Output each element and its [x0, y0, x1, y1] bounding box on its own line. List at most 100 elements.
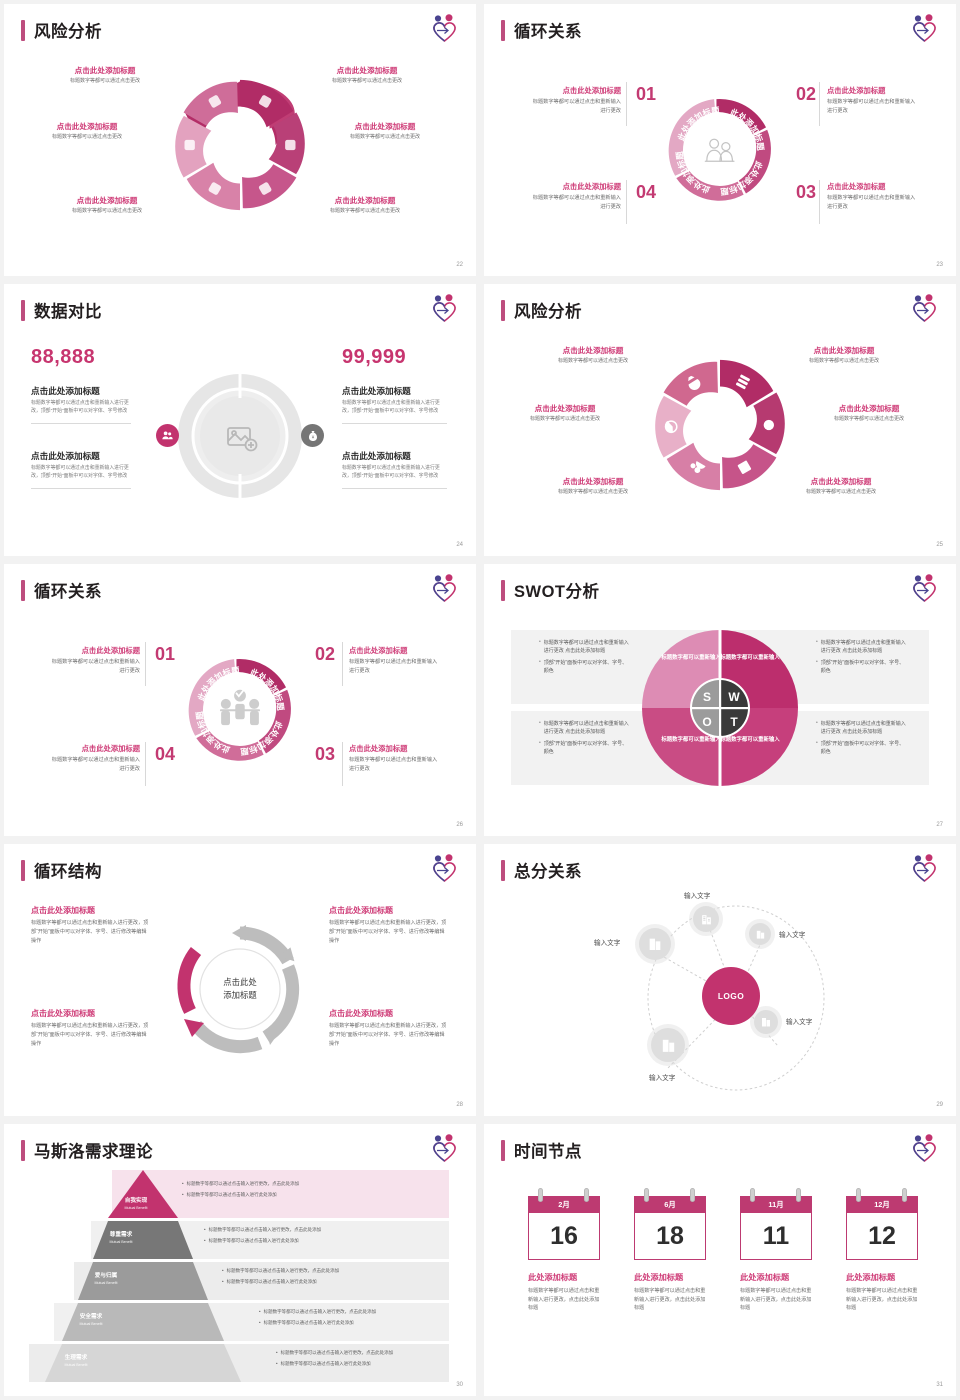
hex-label-3[interactable]: 点击此处添加标题 标题数字等都可以通过点击更改: [349, 122, 420, 140]
divider: [342, 422, 447, 424]
cycle-text-01[interactable]: 点击此处添加标题 标题数字等都可以通过点击和重新输入进行更改: [51, 646, 140, 674]
divider: [31, 487, 131, 489]
svg-text:此处添加标题: 此处添加标题: [674, 150, 711, 195]
swot-quadrant-o-text: 标题数字都可以重新输入: [661, 737, 721, 743]
spoke-node-3[interactable]: [754, 1010, 778, 1034]
calendar-ring-icon: [644, 1188, 649, 1202]
divider: [342, 742, 343, 786]
cycle-text-02[interactable]: 点击此处添加标题 标题数字等都可以通过点击和重新输入进行更改: [827, 86, 916, 114]
slide-swot[interactable]: SWOT分析 S W O T 标题数字都可以: [484, 564, 956, 836]
hex-label-5[interactable]: 点击此处添加标题 标题数字等都可以通过点击更改: [805, 477, 876, 495]
svg-text:此处添加标题: 此处添加标题: [194, 710, 231, 755]
bullet-icon: •: [276, 1360, 278, 1366]
cycle-text-04[interactable]: 点击此处添加标题 标题数字等都可以通过点击和重新输入进行更改: [51, 744, 140, 772]
swot-bullets-2[interactable]: • 标题数字等都可以通过点击和重新输入进行更改 点击此处添加标题 • 顶部“开始”面…: [539, 720, 629, 756]
cycle-number-03: 03: [315, 744, 336, 764]
bullet-icon: •: [259, 1319, 261, 1325]
building-icon: [762, 1018, 770, 1027]
slide-cycle-relation-2[interactable]: 循环关系: [4, 564, 476, 836]
family-heart-logo: [433, 14, 456, 43]
bullet-icon: •: [539, 659, 541, 666]
left-block-0[interactable]: 点击此处添加标题 标题数字等都可以通过点击和重新输入进行更改，顶部“开始”面板中…: [31, 385, 131, 424]
cycle-structure-block-1[interactable]: 点击此处添加标题 标题数字等都可以通过点击和重新输入进行更改，顶部“开始”面板中…: [329, 906, 447, 944]
timeline-item-3[interactable]: 12月 12 此处添加标题 标题数字等都可以通过点击和重新输入进行更改，点击此处…: [846, 1188, 918, 1313]
spoke-node-2[interactable]: [639, 928, 671, 960]
cycle-text-01[interactable]: 点击此处添加标题 标题数字等都可以通过点击和重新输入进行更改: [532, 86, 621, 114]
hex-label-2[interactable]: 点击此处添加标题 标题数字等都可以通过点击更改: [51, 122, 122, 140]
maslow-bullets-0[interactable]: • 标题数字等都可以通过点击输入进行更改，点击此处添加 • 标题数字等都可以通过点击…: [182, 1181, 300, 1197]
slide-cycle-relation-1[interactable]: 循环关系: [484, 4, 956, 276]
cycle-text-04[interactable]: 点击此处添加标题 标题数字等都可以通过点击和重新输入进行更改: [532, 182, 621, 210]
hex-label-4[interactable]: 点击此处添加标题 标题数字等都可以通过点击更改: [71, 196, 142, 214]
timeline-item-2[interactable]: 11月 11 此处添加标题 标题数字等都可以通过点击和重新输入进行更改，点击此处…: [740, 1188, 812, 1313]
svg-text:此处添加标题: 此处添加标题: [719, 160, 764, 197]
hex-label-3[interactable]: 点击此处添加标题 标题数字等都可以通过点击更改: [833, 404, 904, 422]
hex-label-1[interactable]: 点击此处添加标题 标题数字等都可以通过点击更改: [331, 66, 402, 84]
spoke-label-2: 输入文字: [594, 940, 621, 947]
left-block-1[interactable]: 点击此处添加标题 标题数字等都可以通过点击和重新输入进行更改，顶部“开始”面板中…: [31, 450, 131, 489]
cycle-text-03[interactable]: 点击此处添加标题 标题数字等都可以通过点击和重新输入进行更改: [349, 744, 438, 772]
svg-text:O: O: [702, 715, 711, 729]
bullet-icon: •: [816, 639, 818, 645]
maslow-bullets-1[interactable]: • 标题数字等都可以通过点击输入进行更改，点击此处添加 • 标题数字等都可以通过点击…: [204, 1227, 322, 1243]
slide-header: 风险分析: [501, 298, 582, 322]
maslow-bullets-4[interactable]: • 标题数字等都可以通过点击输入进行更改，点击此处添加 • 标题数字等都可以通过点击…: [276, 1350, 394, 1366]
divider: [145, 742, 146, 786]
divider: [342, 487, 447, 489]
hex-label-0[interactable]: 点击此处添加标题 标题数字等都可以通过点击更改: [557, 346, 628, 364]
page-title: SWOT分析: [514, 583, 600, 601]
hex-label-1[interactable]: 点击此处添加标题 标题数字等都可以通过点击更改: [808, 346, 879, 364]
cycle-structure-block-3[interactable]: 点击此处添加标题 标题数字等都可以通过点击和重新输入进行更改，顶部“开始”面板中…: [329, 1009, 447, 1047]
slide-timeline[interactable]: 时间节点 2月 16 此处添加标题 标题数字等都可以通过点击和重新输入进行更改，…: [484, 1124, 956, 1396]
slide-hub-spoke[interactable]: 总分关系 输入文字 输入文字: [484, 844, 956, 1116]
calendar-month: 6月: [634, 1196, 706, 1213]
timeline-item-0[interactable]: 2月 16 此处添加标题 标题数字等都可以通过点击和重新输入进行更改，点击此处添…: [528, 1188, 600, 1313]
maslow-level-label-3: 安全需求 Mutual Benefit: [79, 1314, 103, 1326]
bullet-icon: •: [204, 1227, 206, 1232]
swot-bullets-3[interactable]: • 标题数字等都可以通过点击和重新输入进行更改 点击此处添加标题 • 顶部“开始”面…: [816, 720, 906, 756]
page-title: 数据对比: [34, 303, 102, 321]
swot-bullets-0[interactable]: • 标题数字等都可以通过点击和重新输入进行更改 点击此处添加标题 • 顶部“开始”面…: [539, 639, 629, 675]
slide-maslow[interactable]: 马斯洛需求理论 自我实现 Mutual Benefit 尊重需求 Mut: [4, 1124, 476, 1396]
right-block-0[interactable]: 点击此处添加标题 标题数字等都可以通过点击和重新输入进行更改，顶部“开始”面板中…: [342, 385, 447, 424]
cycle-donut: 此处添加标题 此处添加标题 此处添加标题 此处添加标题: [661, 92, 779, 210]
slide-data-compare[interactable]: 数据对比 ¥ 88: [4, 284, 476, 556]
cycle-text-02[interactable]: 点击此处添加标题 标题数字等都可以通过点击和重新输入进行更改: [349, 646, 438, 674]
maslow-level-label-4: 生理需求 Mutual Benefit: [64, 1355, 88, 1367]
calendar-day: 18: [634, 1213, 706, 1260]
page-title: 时间节点: [514, 1143, 582, 1161]
spoke-node-1[interactable]: [749, 923, 771, 945]
page-number: 23: [936, 262, 943, 268]
hub-logo[interactable]: LOGO: [702, 967, 760, 1025]
slide-header: 循环关系: [21, 578, 102, 602]
hex-label-4[interactable]: 点击此处添加标题 标题数字等都可以通过点击更改: [557, 477, 628, 495]
divider: [819, 82, 820, 126]
svg-text:此处添加标题: 此处添加标题: [249, 667, 286, 712]
slide-header: 风险分析: [21, 18, 102, 42]
divider: [145, 642, 146, 686]
timeline-item-1[interactable]: 6月 18 此处添加标题 标题数字等都可以通过点击和重新输入进行更改，点击此处添…: [634, 1188, 706, 1313]
svg-text:此处添加标题: 此处添加标题: [239, 720, 284, 757]
swot-circle-graphic: S W O T: [642, 628, 798, 788]
spoke-node-0[interactable]: [693, 906, 719, 932]
pinwheel-graphic: [655, 360, 785, 491]
page-title: 马斯洛需求理论: [34, 1143, 153, 1161]
right-block-1[interactable]: 点击此处添加标题 标题数字等都可以通过点击和重新输入进行更改，顶部“开始”面板中…: [342, 450, 447, 489]
calendar-ring-icon: [584, 1188, 589, 1202]
spoke-node-4[interactable]: [651, 1028, 685, 1062]
maslow-bullets-2[interactable]: • 标题数字等都可以通过点击输入进行更改，点击此处添加 • 标题数字等都可以通过点击…: [222, 1268, 340, 1284]
swot-bullets-1[interactable]: • 标题数字等都可以通过点击和重新输入进行更改 点击此处添加标题 • 顶部“开始”面…: [816, 639, 906, 675]
slide-cycle-structure[interactable]: 循环结构 点击此处 添加标题: [4, 844, 476, 1116]
hex-label-0[interactable]: 点击此处添加标题 标题数字等都可以通过点击更改: [69, 66, 140, 84]
slide-risk-analysis-1[interactable]: 风险分析: [4, 4, 476, 276]
maslow-bullets-3[interactable]: • 标题数字等都可以通过点击输入进行更改，点击此处添加 • 标题数字等都可以通过点击…: [259, 1309, 377, 1325]
bullet-icon: •: [816, 740, 818, 747]
slide-risk-analysis-2[interactable]: 风险分析: [484, 284, 956, 556]
cycle-structure-block-0[interactable]: 点击此处添加标题 标题数字等都可以通过点击和重新输入进行更改，顶部“开始”面板中…: [31, 906, 149, 944]
bullet-icon: •: [816, 659, 818, 666]
cycle-structure-block-2[interactable]: 点击此处添加标题 标题数字等都可以通过点击和重新输入进行更改，顶部“开始”面板中…: [31, 1009, 149, 1047]
cycle-text-03[interactable]: 点击此处添加标题 标题数字等都可以通过点击和重新输入进行更改: [827, 182, 916, 210]
hex-label-2[interactable]: 点击此处添加标题 标题数字等都可以通过点击更改: [529, 404, 600, 422]
hex-label-5[interactable]: 点击此处添加标题 标题数字等都可以通过点击更改: [329, 196, 400, 214]
